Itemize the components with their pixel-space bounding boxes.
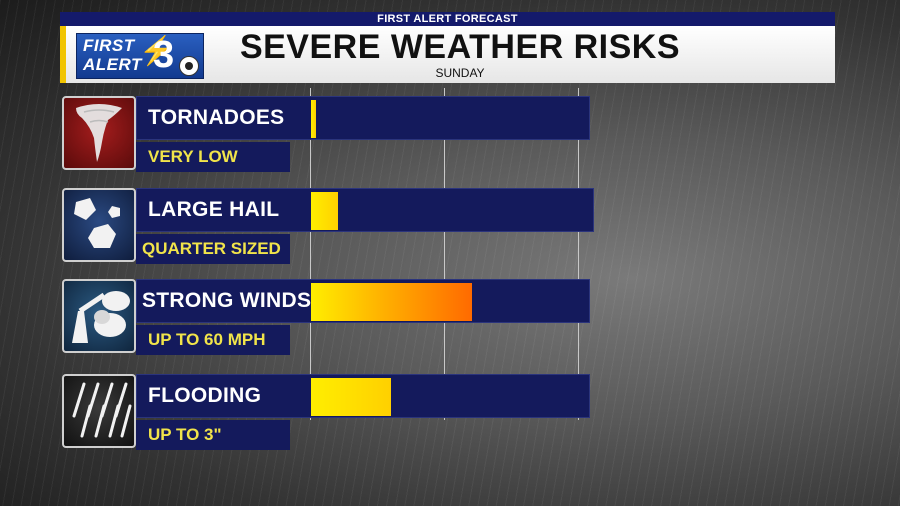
risk-fill-flooding — [311, 378, 391, 416]
risk-row-tornadoes: TORNADOES VERY LOW — [62, 96, 602, 188]
logo-line2: ALERT — [83, 55, 142, 74]
grid-line-mid — [444, 88, 445, 420]
accent-edge — [60, 26, 66, 83]
risk-level: QUARTER SIZED — [142, 239, 281, 258]
risk-level-box: UP TO 3" — [136, 420, 290, 450]
eye-logo-icon — [179, 56, 199, 76]
risk-label: FLOODING — [148, 384, 262, 407]
risk-row-flooding: FLOODING UP TO 3" — [62, 374, 602, 466]
risk-bar-flooding — [136, 374, 590, 418]
risk-bar-tornadoes — [136, 96, 590, 140]
grid-line-low — [310, 88, 311, 420]
risk-label: TORNADOES — [148, 106, 285, 129]
risk-level: UP TO 60 MPH — [148, 330, 266, 349]
station-logo: FIRST ALERT ⚡ 3 — [76, 33, 204, 79]
risk-row-winds: STRONG WINDS UP TO 60 MPH — [62, 279, 602, 371]
risk-level-box: UP TO 60 MPH — [136, 325, 290, 355]
risk-fill-winds — [311, 283, 472, 321]
tornado-icon — [62, 96, 136, 170]
risk-fill-tornadoes — [311, 100, 316, 138]
forecast-banner: FIRST ALERT FORECAST — [60, 12, 835, 26]
risk-bar-hail — [136, 188, 594, 232]
risk-level-box: QUARTER SIZED — [136, 234, 290, 264]
risk-fill-hail — [311, 192, 338, 230]
title-bar: FIRST ALERT ⚡ 3 SEVERE WEATHER RISKS SUN… — [60, 26, 835, 83]
risk-level: VERY LOW — [148, 147, 238, 166]
risk-row-hail: LARGE HAIL QUARTER SIZED — [62, 188, 602, 280]
risk-level: UP TO 3" — [148, 425, 222, 444]
risk-label: STRONG WINDS — [142, 289, 312, 312]
logo-line1: FIRST — [83, 36, 135, 55]
grid-line-high — [578, 88, 579, 420]
logo-number: 3 — [153, 34, 175, 76]
rain-icon — [62, 374, 136, 448]
risk-bar-winds — [136, 279, 590, 323]
risk-label: LARGE HAIL — [148, 198, 280, 221]
hail-icon — [62, 188, 136, 262]
page-title: SEVERE WEATHER RISKS — [239, 28, 681, 66]
risk-level-box: VERY LOW — [136, 142, 290, 172]
wind-damage-icon — [62, 279, 136, 353]
day-subtitle: SUNDAY — [435, 66, 485, 80]
lightning-bolt-icon: ⚡ — [139, 35, 174, 66]
